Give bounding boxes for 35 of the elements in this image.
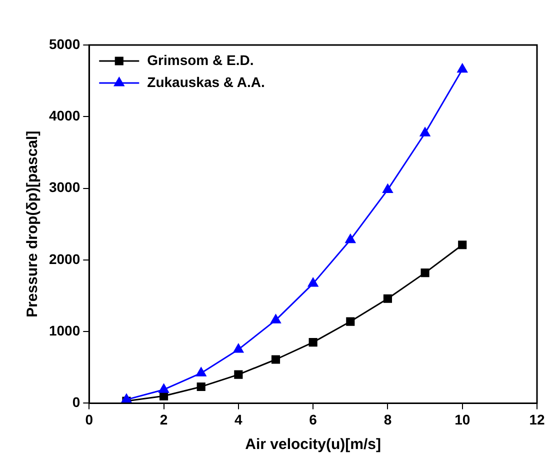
x-tick-label: 4	[234, 411, 243, 428]
y-tick-label: 5000	[48, 36, 80, 52]
point	[270, 314, 281, 324]
point	[233, 344, 244, 353]
legend-label: Zukauskas & A.A.	[147, 74, 265, 90]
point	[457, 64, 468, 73]
point	[234, 370, 243, 379]
point	[345, 234, 356, 244]
x-tick-label: 12	[529, 411, 545, 428]
point	[158, 384, 169, 393]
x-axis-title: Air velocity(u)[m/s]	[245, 436, 382, 454]
y-axis-title: Pressure drop(δp)[pascal]	[24, 130, 42, 318]
x-tick-label: 8	[384, 411, 392, 428]
point	[420, 268, 430, 278]
point	[382, 184, 393, 193]
point	[308, 278, 318, 287]
y-tick-label: 4000	[48, 108, 80, 124]
point	[458, 240, 467, 250]
point	[121, 394, 132, 403]
y-tick-label: 1000	[48, 322, 80, 338]
point	[271, 355, 280, 364]
y-tick-label: 3000	[48, 179, 80, 196]
x-tick-label: 10	[454, 411, 470, 428]
point	[383, 294, 392, 303]
x-tick-label: 2	[160, 411, 168, 428]
point	[346, 317, 355, 326]
legend-label: Grimsom & E.D.	[147, 52, 254, 68]
y-tick-label: 0	[72, 394, 80, 410]
point	[196, 382, 206, 392]
point	[308, 338, 318, 347]
point	[196, 367, 206, 376]
x-tick-label: 6	[309, 411, 318, 428]
point	[420, 127, 430, 136]
x-tick-label: 0	[85, 411, 94, 428]
y-tick-label: 2000	[48, 250, 80, 267]
